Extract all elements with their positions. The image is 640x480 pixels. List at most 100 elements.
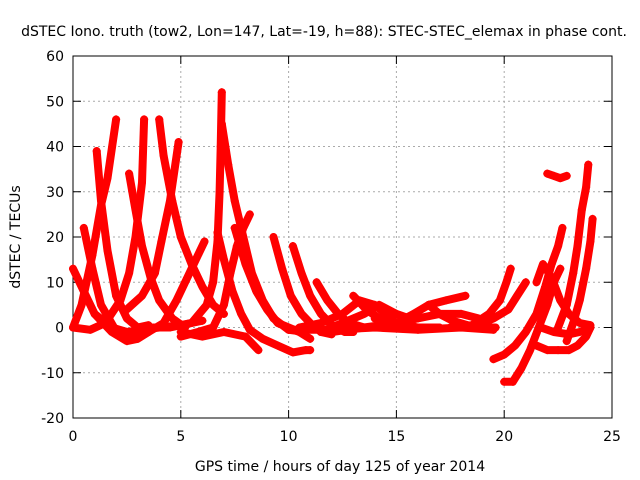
data-point: [155, 296, 164, 305]
data-point: [150, 269, 159, 278]
data-point: [131, 205, 140, 214]
data-point: [513, 291, 522, 300]
data-point: [556, 174, 565, 183]
data-point: [194, 251, 203, 260]
data-point: [219, 255, 228, 264]
y-tick-label: -10: [41, 366, 64, 382]
axis-ticks: [72, 55, 613, 419]
data-point: [122, 337, 131, 346]
data-point: [157, 237, 166, 246]
data-point: [209, 278, 218, 287]
data-point: [349, 291, 358, 300]
data-point: [92, 147, 101, 156]
y-tick-label: -20: [41, 411, 64, 427]
data-point: [562, 300, 571, 309]
data-point: [582, 183, 591, 192]
data-point: [562, 171, 571, 180]
data-point: [137, 242, 146, 251]
data-point: [556, 296, 565, 305]
data-point: [245, 210, 254, 219]
data-point: [219, 300, 228, 309]
data-point: [286, 291, 295, 300]
series-band: [543, 169, 571, 183]
data-point: [569, 318, 578, 327]
data-point: [103, 246, 112, 255]
data-point: [489, 355, 498, 364]
data-point: [424, 300, 433, 309]
data-point: [549, 328, 558, 337]
data-point: [258, 334, 267, 343]
data-point: [122, 305, 131, 314]
y-tick-labels: -20 -10 0 10 20 30 40 50 60: [41, 49, 64, 427]
data-point: [116, 296, 125, 305]
data-point: [521, 328, 530, 337]
series-pass-ag: [562, 214, 597, 346]
data-point: [370, 314, 379, 323]
series-band: [69, 115, 121, 332]
series-band: [213, 228, 315, 357]
series-pass-ah: [554, 160, 593, 332]
data-point: [338, 309, 347, 318]
data-point: [532, 278, 541, 287]
data-point: [575, 328, 584, 337]
x-tick-label: 5: [176, 429, 185, 445]
y-tick-label: 60: [46, 49, 64, 65]
x-tick-label: 20: [495, 429, 513, 445]
data-point: [215, 187, 224, 196]
data-point: [219, 328, 228, 337]
data-point: [500, 350, 509, 359]
data-point: [140, 115, 149, 124]
data-point: [155, 115, 164, 124]
data-point: [575, 296, 584, 305]
data-point: [508, 377, 517, 386]
data-point: [297, 269, 306, 278]
data-point: [504, 305, 513, 314]
series-band: [176, 210, 254, 341]
data-point: [441, 296, 450, 305]
data-point: [137, 291, 146, 300]
data-point: [90, 309, 99, 318]
data-point: [245, 325, 254, 334]
data-point: [526, 346, 535, 355]
data-point: [461, 291, 470, 300]
data-point: [183, 273, 192, 282]
data-point: [502, 278, 511, 287]
data-point: [252, 287, 261, 296]
data-point: [77, 300, 86, 309]
data-point: [224, 160, 233, 169]
data-point: [241, 260, 250, 269]
data-point: [582, 332, 591, 341]
data-point: [228, 287, 237, 296]
y-tick-label: 0: [55, 321, 64, 337]
data-point: [239, 223, 248, 232]
data-point: [198, 282, 207, 291]
data-point: [564, 346, 573, 355]
data-point: [543, 300, 552, 309]
data-point: [306, 346, 315, 355]
data-point: [586, 237, 595, 246]
data-point: [562, 337, 571, 346]
data-point: [577, 205, 586, 214]
data-point: [375, 300, 384, 309]
data-point: [97, 196, 106, 205]
data-point: [541, 282, 550, 291]
data-point: [510, 341, 519, 350]
data-point: [536, 323, 545, 332]
data-point: [137, 178, 146, 187]
data-point: [144, 323, 153, 332]
data-point: [306, 291, 315, 300]
series-band: [69, 115, 149, 334]
data-point: [489, 325, 498, 334]
data-point: [133, 334, 142, 343]
data-point: [547, 260, 556, 269]
y-tick-label: 10: [46, 275, 64, 291]
data-point: [88, 264, 97, 273]
data-point: [413, 325, 422, 334]
grid: [73, 56, 612, 418]
chart-title: dSTEC Iono. truth (tow2, Lon=147, Lat=-1…: [21, 24, 627, 40]
series-pass-af: [532, 323, 595, 355]
series-pass-ai: [543, 169, 571, 183]
data-point: [202, 300, 211, 309]
data-point: [435, 309, 444, 318]
data-point: [539, 260, 548, 269]
